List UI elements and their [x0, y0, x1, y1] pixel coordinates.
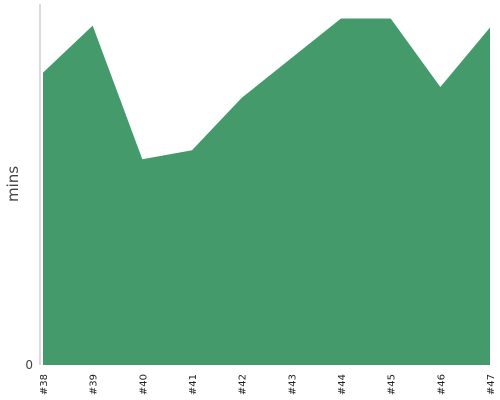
y-tick-label: 0: [25, 358, 33, 372]
x-axis-ticks: #38 #39 #40 #41 #42 #43 #44 #45 #46 #47: [39, 374, 497, 395]
area-fill: [43, 18, 490, 365]
x-tick-label: #42: [238, 374, 249, 395]
x-tick-label: #38: [39, 374, 50, 395]
x-tick-label: #47: [486, 374, 497, 395]
area-series: [43, 18, 490, 365]
y-axis-ticks: 0: [25, 358, 33, 372]
x-tick-label: #43: [287, 374, 298, 395]
x-tick-label: #40: [138, 374, 149, 395]
x-tick-label: #39: [89, 374, 100, 395]
x-tick-label: #44: [337, 374, 348, 395]
x-tick-label: #41: [188, 374, 199, 395]
y-axis-label: mins: [4, 166, 22, 202]
x-tick-label: #45: [387, 374, 398, 395]
x-tick-label: #46: [436, 374, 447, 395]
